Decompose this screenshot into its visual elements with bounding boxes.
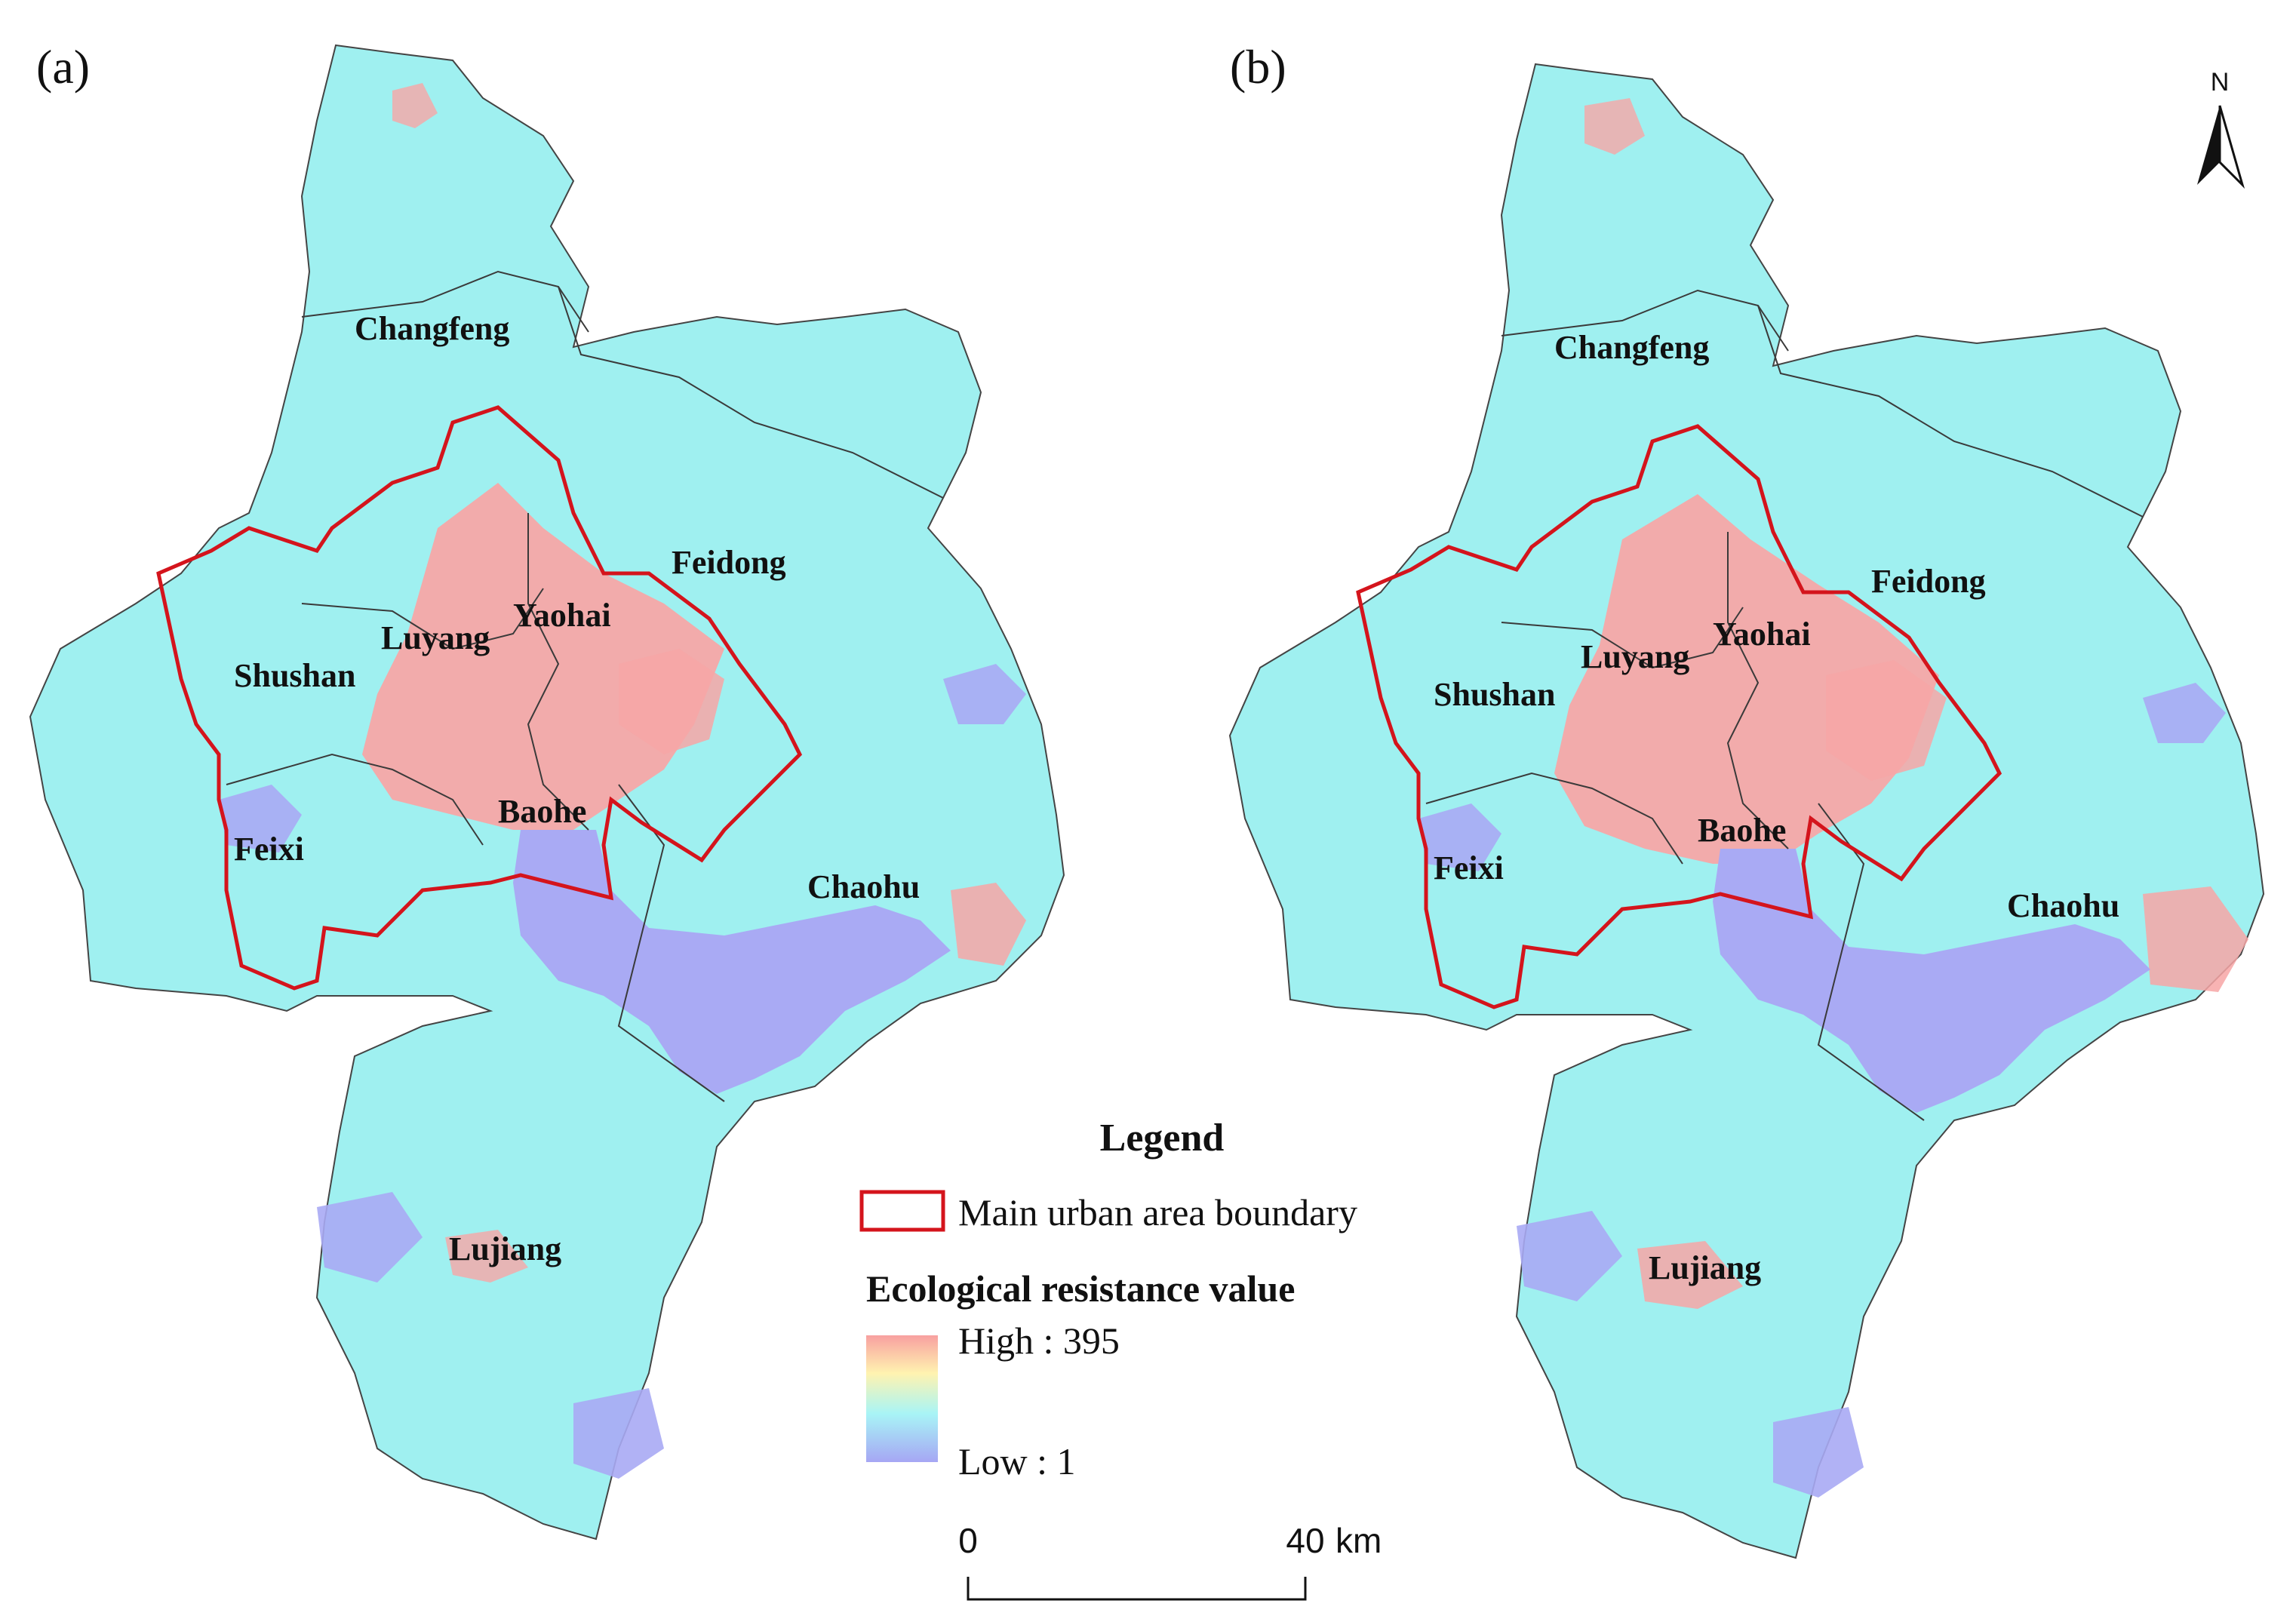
lake-chaohu-b (1713, 849, 2150, 1113)
legend-low-label: Low : 1 (958, 1440, 1076, 1482)
map-panel-b: (b) Changfeng Feidong Yaoha (1228, 40, 2265, 1559)
main-urban-boundary-b (1356, 424, 2002, 1009)
map-panel-a: (a) (29, 40, 1065, 1541)
scale-bar-line (967, 1577, 1307, 1601)
district-label-luyang-b: Luyang (1581, 638, 1689, 675)
urban-patch-a1 (619, 649, 724, 754)
legend-gradient-ramp (866, 1335, 938, 1462)
panel-label-a: (a) (36, 40, 90, 94)
district-label-baohe-a: Baohe (498, 793, 586, 830)
water-west-b (1418, 803, 1501, 871)
urban-core-b (1554, 494, 1939, 864)
district-label-changfeng-b: Changfeng (1554, 329, 1709, 366)
north-arrow-icon (2197, 106, 2220, 185)
district-label-yaohai-a: Yaohai (513, 597, 611, 634)
scale-bar: 0 40 km (958, 1521, 1382, 1601)
legend-boundary-swatch (859, 1190, 945, 1232)
district-label-lujiang-a: Lujiang (449, 1230, 561, 1267)
district-label-feixi-a: Feixi (234, 831, 304, 868)
district-label-shushan-b: Shushan (1434, 676, 1555, 713)
water-west-a (219, 785, 302, 853)
north-arrow: N (2197, 68, 2245, 189)
legend-boundary-label: Main urban area boundary (958, 1191, 1357, 1233)
water-lujiang-b (1517, 1211, 1864, 1498)
district-label-yaohai-b: Yaohai (1713, 616, 1811, 653)
district-label-feidong-b: Feidong (1871, 563, 1986, 600)
district-label-luyang-a: Luyang (381, 619, 490, 656)
urban-chaohu-a (951, 883, 1026, 966)
district-label-lujiang-b: Lujiang (1649, 1249, 1761, 1286)
legend-title: Legend (1100, 1117, 1225, 1160)
water-lujiang-a (317, 1192, 664, 1479)
legend-high-label: High : 395 (958, 1319, 1120, 1362)
main-urban-boundary-a (156, 405, 803, 991)
urban-lujiang-a (445, 1230, 528, 1283)
urban-north-b (1584, 98, 1645, 155)
north-arrow-label: N (2211, 68, 2230, 97)
district-label-chaohu-b: Chaohu (2007, 887, 2119, 924)
district-lines-a (226, 270, 944, 1102)
lake-chaohu-a (513, 830, 951, 1094)
scale-start-label: 0 (958, 1521, 978, 1560)
urban-north-a (392, 83, 438, 128)
water-east-a (943, 664, 1026, 724)
urban-chaohu-b (2143, 886, 2248, 992)
district-label-baohe-b: Baohe (1698, 812, 1786, 849)
urban-core-a (362, 483, 724, 830)
district-label-chaohu-a: Chaohu (807, 868, 920, 905)
legend-resistance-title: Ecological resistance value (866, 1267, 1295, 1310)
district-label-changfeng-a: Changfeng (355, 310, 509, 347)
urban-patch-b1 (1826, 660, 1947, 781)
scale-end-label: 40 (1286, 1521, 1324, 1560)
district-label-feidong-a: Feidong (672, 544, 786, 581)
water-east-b (2143, 683, 2226, 743)
legend: Legend Main urban area boundary Ecologic… (859, 1117, 1357, 1482)
scale-unit-label: km (1335, 1521, 1382, 1560)
urban-lujiang-b (1637, 1241, 1743, 1309)
district-label-feixi-b: Feixi (1434, 849, 1504, 886)
panel-label-b: (b) (1230, 40, 1286, 94)
district-label-shushan-a: Shushan (234, 657, 355, 694)
